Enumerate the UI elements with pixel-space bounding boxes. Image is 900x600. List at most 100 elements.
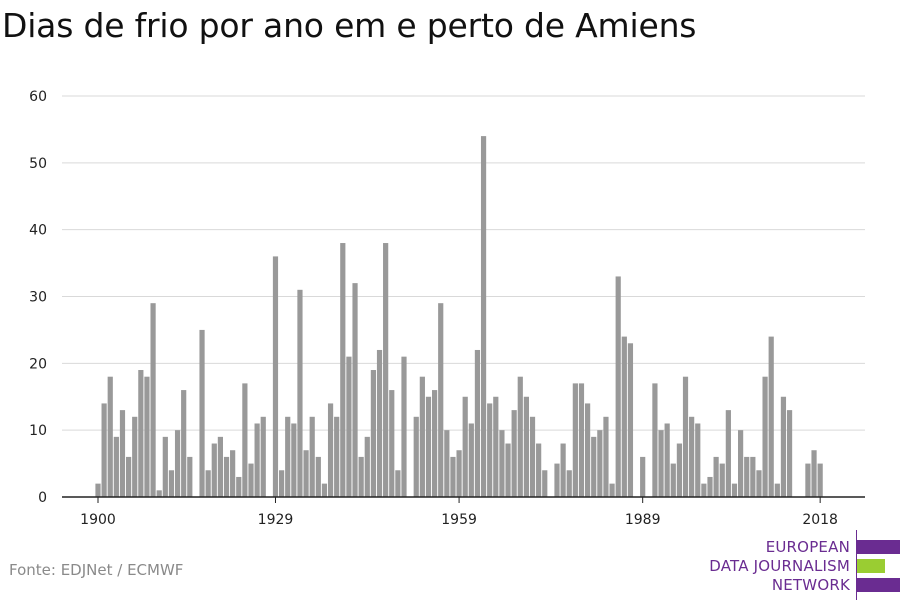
logo-bar-bottom — [857, 578, 900, 592]
bar-1927 — [260, 416, 266, 497]
bar-2008 — [756, 470, 762, 497]
bar-1939 — [334, 416, 340, 497]
bar-1912 — [168, 470, 175, 497]
logo-text-data-journalism: DATA JOURNALISM — [709, 557, 850, 575]
bar-1959 — [456, 450, 462, 497]
bar-1933 — [297, 289, 303, 497]
bar-1931 — [285, 416, 291, 497]
bar-1922 — [230, 450, 236, 497]
bar-1925 — [248, 463, 254, 497]
bar-1910 — [156, 490, 162, 497]
bar-1963 — [480, 136, 487, 497]
y-axis-labels: 0 10 20 30 40 50 60 — [29, 89, 47, 506]
bar-1942 — [352, 283, 358, 497]
bar-1958 — [450, 456, 456, 497]
bar-1980 — [585, 403, 591, 497]
bar-1905 — [126, 456, 132, 497]
bar-1936 — [315, 456, 321, 497]
bar-1977 — [566, 470, 572, 497]
bar-2012 — [780, 396, 787, 497]
bar-2011 — [774, 483, 780, 497]
bar-1952 — [413, 416, 419, 497]
y-tick-label: 50 — [29, 156, 47, 172]
bar-1926 — [254, 423, 260, 497]
bar-1902 — [107, 376, 113, 497]
bars — [95, 136, 823, 497]
x-tick-label: 1989 — [625, 512, 661, 528]
bar-1982 — [597, 430, 603, 497]
y-tick-label: 60 — [29, 89, 47, 105]
bar-1949 — [395, 470, 401, 497]
bar-1907 — [138, 370, 144, 497]
logo-divider — [856, 530, 857, 600]
bar-1901 — [101, 403, 107, 497]
bar-1906 — [132, 416, 138, 497]
bar-1987 — [627, 343, 634, 497]
bar-1946 — [376, 349, 383, 497]
bar-1908 — [144, 376, 150, 497]
bar-1985 — [615, 276, 621, 497]
bar-1924 — [242, 383, 248, 497]
logo-bar-top — [857, 540, 900, 554]
bar-1940 — [340, 243, 346, 497]
bar-1964 — [487, 403, 493, 497]
bar-2018 — [817, 463, 823, 497]
bar-1903 — [113, 436, 119, 497]
bar-1911 — [162, 436, 168, 497]
bar-1993 — [664, 423, 670, 497]
bar-1973 — [542, 470, 548, 497]
bar-1994 — [670, 463, 676, 497]
bar-1984 — [609, 483, 615, 497]
bar-1953 — [419, 376, 425, 497]
x-tick-label: 1929 — [258, 512, 294, 528]
bar-1935 — [309, 416, 315, 497]
source-note: Fonte: EDJNet / ECMWF — [9, 561, 184, 579]
bar-2006 — [744, 456, 750, 497]
bar-2005 — [738, 430, 744, 497]
bar-1986 — [621, 336, 627, 497]
bar-1997 — [689, 416, 695, 497]
bar-2007 — [750, 456, 756, 497]
x-tick-label: 2018 — [802, 512, 838, 528]
logo-bar-middle — [857, 559, 885, 573]
bar-2000 — [707, 476, 713, 497]
chart-title: Dias de frio por ano em e perto de Amien… — [2, 6, 697, 45]
y-tick-label: 30 — [29, 290, 47, 306]
bar-1972 — [536, 443, 542, 497]
bar-1945 — [370, 370, 376, 497]
gridlines — [62, 95, 865, 431]
y-tick-label: 20 — [29, 356, 47, 372]
bar-1950 — [401, 356, 407, 497]
bar-1934 — [303, 450, 309, 497]
bar-1979 — [578, 383, 585, 497]
bar-1941 — [346, 356, 352, 497]
bar-1998 — [695, 423, 701, 497]
y-tick-label: 40 — [29, 223, 47, 239]
edjnet-logo: EUROPEAN DATA JOURNALISM NETWORK — [700, 530, 900, 600]
bar-1915 — [187, 456, 193, 497]
bar-1956 — [438, 303, 444, 497]
bar-2013 — [786, 410, 793, 497]
bar-1900 — [95, 483, 101, 497]
bar-2002 — [719, 463, 725, 497]
x-tick-label: 1900 — [80, 512, 116, 528]
bar-1970 — [523, 396, 529, 497]
bar-1919 — [211, 443, 217, 497]
bar-1914 — [181, 390, 187, 497]
bar-1920 — [217, 436, 223, 497]
x-axis: 1900 1929 1959 1989 2018 — [62, 496, 865, 528]
bar-1944 — [364, 436, 370, 497]
bar-1999 — [701, 483, 707, 497]
bar-1989 — [640, 456, 646, 497]
bar-1948 — [389, 390, 395, 497]
bar-2017 — [811, 450, 817, 497]
bar-1976 — [560, 443, 566, 497]
bar-1937 — [321, 483, 328, 497]
bar-1960 — [462, 396, 468, 497]
bar-2004 — [731, 483, 738, 497]
bar-1992 — [658, 430, 664, 497]
bar-1962 — [474, 349, 481, 497]
bar-2003 — [725, 410, 731, 497]
bar-1995 — [676, 443, 682, 497]
